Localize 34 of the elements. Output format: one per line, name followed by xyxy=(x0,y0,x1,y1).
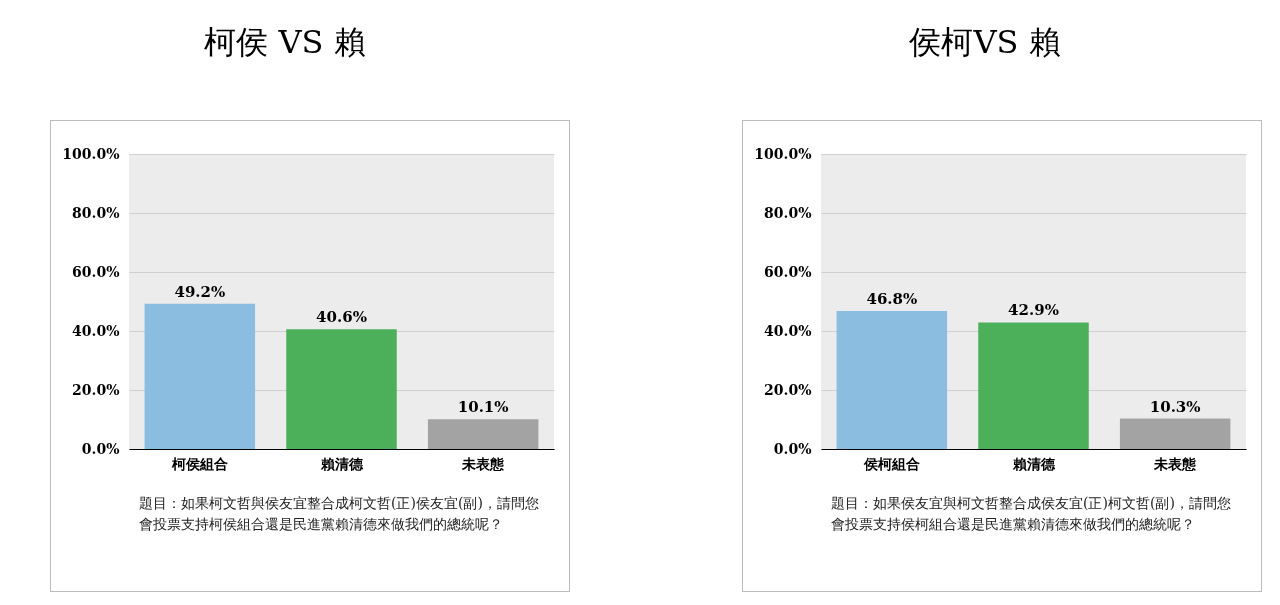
y-tick-label: 40.0% xyxy=(72,322,120,339)
data-label: 46.8% xyxy=(866,289,918,308)
y-tick-label: 80.0% xyxy=(764,204,812,221)
data-label: 42.9% xyxy=(1008,301,1059,320)
data-label: 40.6% xyxy=(316,308,367,327)
bar xyxy=(978,322,1089,449)
bar xyxy=(144,303,256,449)
data-label: 10.1% xyxy=(457,398,509,417)
chart-title: 侯柯VS 賴 xyxy=(908,22,1062,63)
text: 題目：如果侯友宜與柯文哲整合成侯友宜(正)柯文哲(副)，請問您會投票支持侯柯組合還是民進黨賴清德來做我們的總統呢？ xyxy=(831,494,1232,534)
y-tick-label: 0.0% xyxy=(81,440,120,457)
data-label: 10.3% xyxy=(1149,397,1201,416)
bar xyxy=(1119,418,1231,449)
y-tick-label: 100.0% xyxy=(754,145,812,162)
bar xyxy=(836,310,948,449)
y-tick-label: 40.0% xyxy=(764,322,812,339)
y-tick-label: 20.0% xyxy=(764,381,812,398)
x-tick-label: 賴清德 xyxy=(319,455,364,472)
y-tick-label: 60.0% xyxy=(72,263,120,280)
y-tick-label: 0.0% xyxy=(773,440,812,457)
y-tick-label: 60.0% xyxy=(764,263,812,280)
y-tick-label: 100.0% xyxy=(62,145,120,162)
y-tick-label: 80.0% xyxy=(72,204,120,221)
x-tick-label: 未表態 xyxy=(1153,455,1198,472)
x-tick-label: 柯侯組合 xyxy=(170,455,228,472)
x-tick-label: 侯柯組合 xyxy=(862,455,920,472)
bar xyxy=(286,329,397,449)
bar xyxy=(427,419,539,449)
x-tick-label: 未表態 xyxy=(461,455,506,472)
y-tick-label: 20.0% xyxy=(72,381,120,398)
chart-title: 柯侯 VS 賴 xyxy=(203,22,367,63)
text: 題目：如果柯文哲與侯友宜整合成柯文哲(正)侯友宜(副)，請問您會投票支持柯侯組合還是民進黨賴清德來做我們的總統呢？ xyxy=(139,494,540,534)
data-label: 49.2% xyxy=(174,282,226,301)
x-tick-label: 賴清德 xyxy=(1011,455,1056,472)
